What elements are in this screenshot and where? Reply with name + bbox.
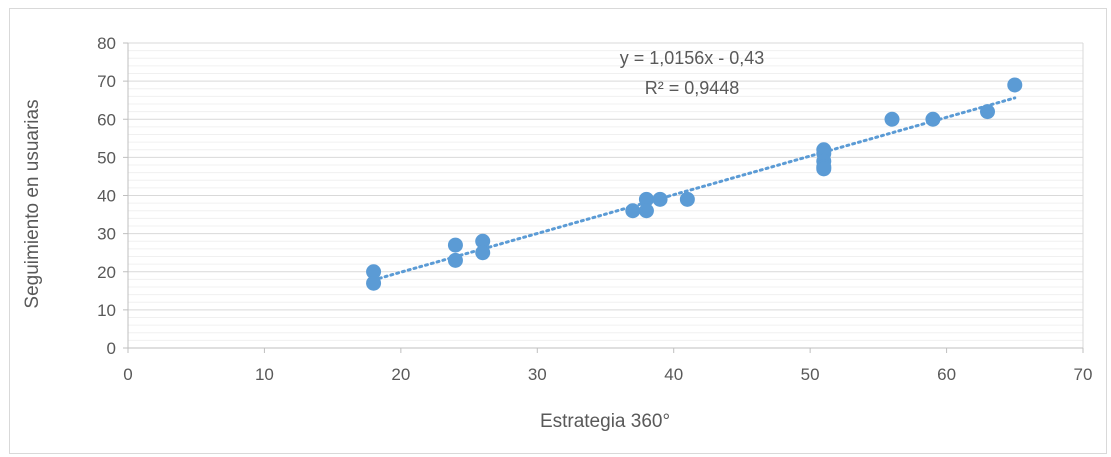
trendline [372,96,1017,282]
y-axis-title: Seguimiento en usuarias [22,99,43,308]
y-tick-label: 70 [97,72,116,91]
trendline-equation: y = 1,0156x - 0,43 [620,48,765,68]
x-tick-label: 20 [391,365,410,384]
data-point [652,191,668,207]
x-tick-label: 30 [528,365,547,384]
y-tick-label: 10 [97,301,116,320]
y-tick-label: 0 [107,339,116,358]
y-tick-label: 60 [97,110,116,129]
x-axis-ticks: 0 10 20 30 40 50 60 70 [123,348,1092,384]
x-axis-title: Estrategia 360° [540,411,670,432]
data-point [925,111,941,127]
data-point [475,233,491,249]
data-point [447,237,463,253]
data-point [884,111,900,127]
y-tick-label: 50 [97,148,116,167]
data-point [638,203,654,219]
x-tick-label: 0 [123,365,132,384]
y-tick-label: 30 [97,225,116,244]
data-point [447,252,463,268]
y-tick-label: 20 [97,263,116,282]
gridlines [128,42,1084,348]
data-point [816,161,832,177]
data-point [475,245,491,261]
y-tick-label: 80 [97,34,116,53]
y-tick-label: 40 [97,187,116,206]
y-axis-ticks: 0 10 20 30 40 50 60 70 80 [97,34,128,358]
data-point [625,203,641,219]
trendline-r-squared: R² = 0,9448 [645,78,740,98]
data-points [366,77,1023,291]
x-tick-label: 70 [1074,365,1093,384]
data-point [366,264,382,280]
x-tick-label: 10 [255,365,274,384]
data-point [679,191,695,207]
x-tick-label: 50 [801,365,820,384]
chart-area: 0 10 20 30 40 50 60 70 80 0 10 20 30 40 50 60 70 y = 1,… [9,8,1107,454]
x-tick-label: 60 [937,365,956,384]
scatter-plot: 0 10 20 30 40 50 60 70 80 0 10 20 30 40 50 60 70 y = 1,… [22,34,1092,432]
data-point [1007,77,1023,93]
x-tick-label: 40 [664,365,683,384]
data-point [638,191,654,207]
data-point [980,104,995,120]
trendline-group [372,96,1017,282]
data-point [366,275,382,291]
